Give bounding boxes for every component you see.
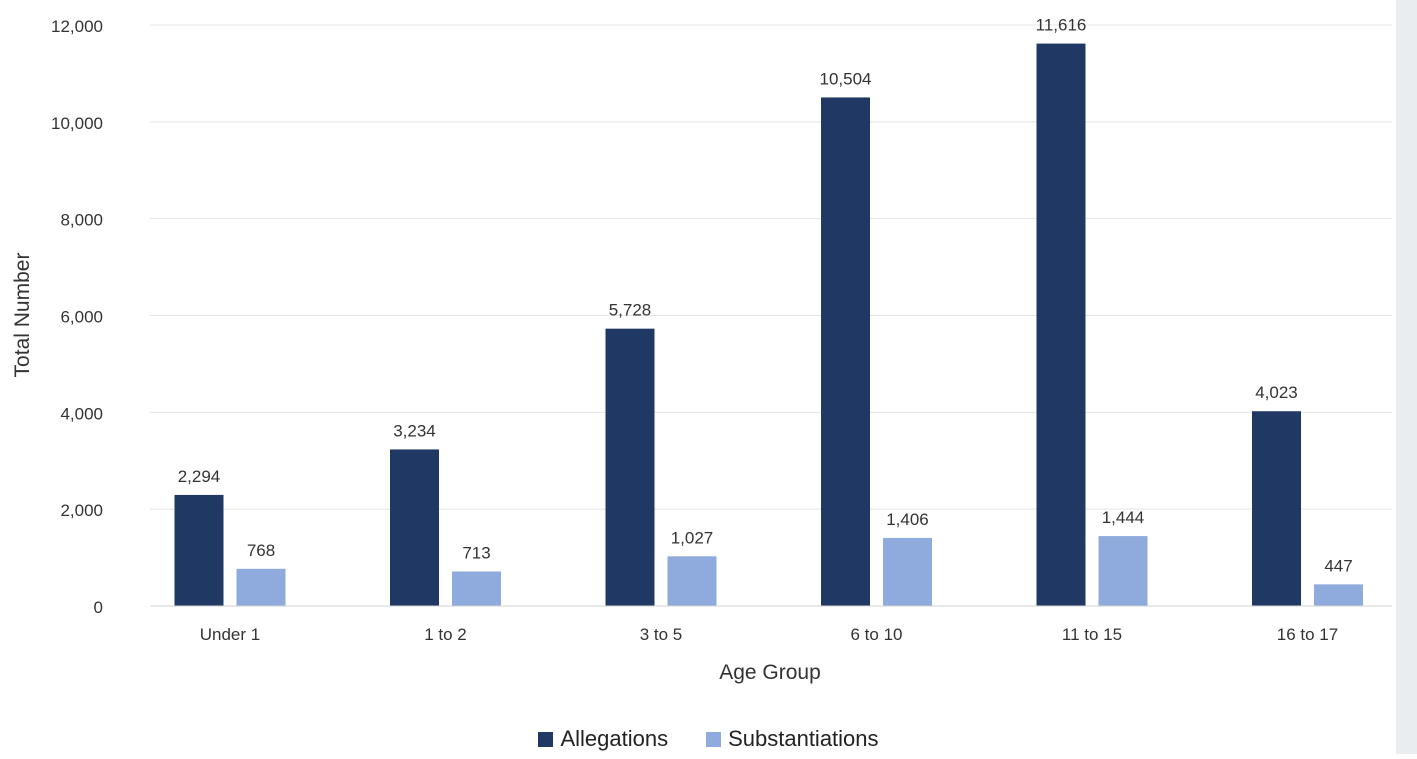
y-tick-label: 8,000: [60, 211, 103, 230]
y-tick-label: 12,000: [51, 17, 103, 36]
x-tick-label: 1 to 2: [424, 625, 467, 644]
gridlines: [150, 24, 1392, 510]
legend: Allegations Substantiations: [0, 726, 1417, 752]
x-axis-ticks: Under 1 1 to 2 3 to 5 6 to 10 11 to 15 16 to …: [200, 625, 1338, 644]
legend-item-substantiations: Substantiations: [706, 726, 879, 752]
data-label-substantiations: 447: [1324, 556, 1352, 575]
bar-substantiations: [452, 571, 501, 606]
data-label-allegations: 2,294: [178, 467, 221, 486]
x-tick-label: 11 to 15: [1062, 625, 1122, 644]
x-tick-label: Under 1: [200, 625, 260, 644]
legend-swatch-substantiations: [706, 731, 722, 747]
bar-allegations: [174, 494, 224, 606]
bar-allegations: [821, 97, 870, 606]
data-label-allegations: 5,728: [609, 301, 652, 320]
data-label-allegations: 11,616: [1036, 16, 1087, 35]
y-tick-label: 4,000: [60, 404, 103, 423]
bar-substantiations: [236, 568, 286, 606]
data-label-allegations: 10,504: [820, 69, 872, 88]
y-tick-label: 0: [94, 598, 103, 617]
bar-allegations: [605, 328, 655, 606]
x-tick-label: 6 to 10: [851, 625, 903, 644]
x-tick-label: 3 to 5: [640, 625, 683, 644]
legend-label-allegations: Allegations: [560, 726, 669, 751]
x-axis-title: Age Group: [719, 661, 821, 684]
data-label-allegations: 4,023: [1255, 383, 1298, 402]
y-tick-label: 10,000: [51, 114, 103, 133]
side-panel: [1396, 0, 1417, 754]
data-label-substantiations: 1,027: [671, 528, 714, 547]
bar-allegations: [390, 449, 439, 606]
legend-item-allegations: Allegations: [538, 726, 668, 752]
data-label-allegations: 3,234: [393, 421, 436, 440]
data-labels: 2,294 768 3,234 713 5,728 1,027 10,504 1,406 11,…: [178, 16, 1353, 576]
x-tick-label: 16 to 17: [1277, 625, 1338, 644]
y-axis-ticks: 0 2,000 4,000 6,000 8,000 10,000 12,000: [51, 17, 103, 617]
legend-swatch-allegations: [538, 731, 554, 747]
y-tick-label: 6,000: [60, 308, 103, 327]
data-label-substantiations: 1,444: [1102, 508, 1145, 527]
y-axis-title: Total Number: [11, 253, 34, 378]
bar-substantiations: [883, 537, 932, 606]
bar-substantiations: [667, 556, 717, 606]
legend-label-substantiations: Substantiations: [728, 726, 879, 751]
data-label-substantiations: 768: [247, 541, 275, 560]
bar-substantiations: [1314, 584, 1363, 606]
bars: [174, 43, 1363, 607]
y-tick-label: 2,000: [60, 501, 103, 520]
bar-allegations: [1252, 411, 1301, 606]
data-label-substantiations: 713: [462, 543, 490, 562]
bar-substantiations: [1098, 536, 1148, 606]
data-label-substantiations: 1,406: [886, 510, 929, 529]
bar-allegations: [1036, 43, 1086, 607]
